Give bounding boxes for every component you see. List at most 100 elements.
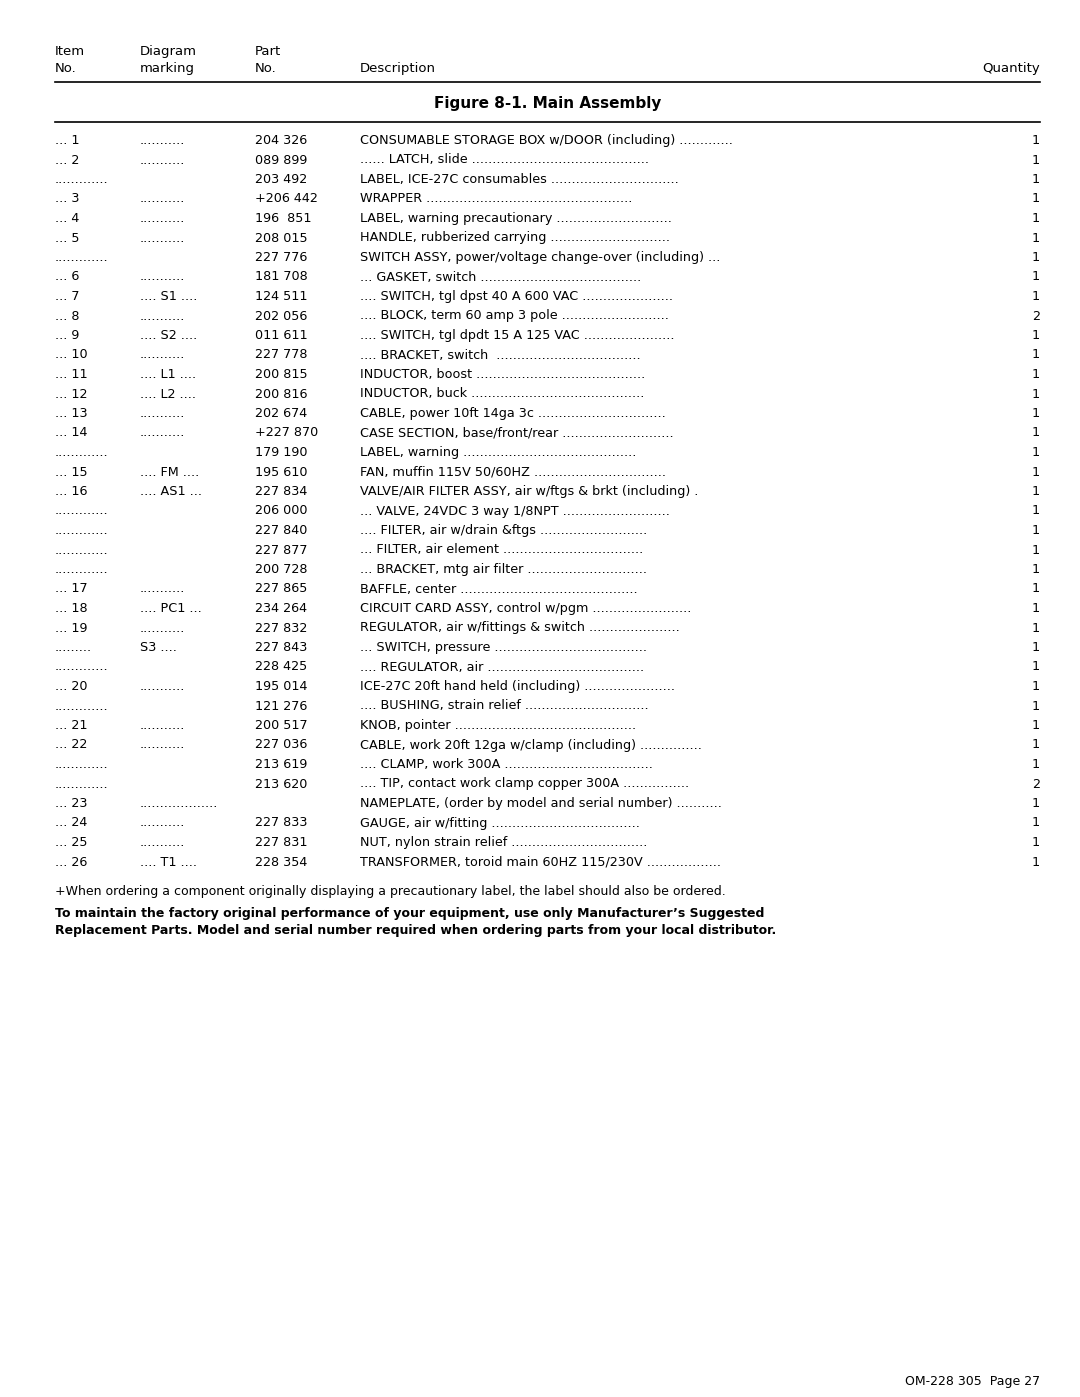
Text: ...........: ...........	[140, 310, 186, 323]
Text: 227 865: 227 865	[255, 583, 308, 595]
Text: 1: 1	[1031, 134, 1040, 147]
Text: 1: 1	[1031, 641, 1040, 654]
Text: ... 6: ... 6	[55, 271, 79, 284]
Text: .............: .............	[55, 543, 109, 556]
Text: ...........: ...........	[140, 835, 186, 849]
Text: ... 3: ... 3	[55, 193, 80, 205]
Text: 1: 1	[1031, 154, 1040, 166]
Text: ... 4: ... 4	[55, 212, 79, 225]
Text: .... T1 ....: .... T1 ....	[140, 855, 197, 869]
Text: .... REGULATOR, air ......................................: .... REGULATOR, air ....................…	[360, 661, 644, 673]
Text: 202 674: 202 674	[255, 407, 307, 420]
Text: ...........: ...........	[140, 426, 186, 440]
Text: 1: 1	[1031, 524, 1040, 536]
Text: 1: 1	[1031, 193, 1040, 205]
Text: .............: .............	[55, 446, 109, 460]
Text: ... 11: ... 11	[55, 367, 87, 381]
Text: 1: 1	[1031, 407, 1040, 420]
Text: ...... LATCH, slide ...........................................: ...... LATCH, slide ....................…	[360, 154, 649, 166]
Text: CASE SECTION, base/front/rear ...........................: CASE SECTION, base/front/rear ..........…	[360, 426, 674, 440]
Text: 1: 1	[1031, 291, 1040, 303]
Text: .............: .............	[55, 759, 109, 771]
Text: 1: 1	[1031, 330, 1040, 342]
Text: CABLE, work 20ft 12ga w/clamp (including) ...............: CABLE, work 20ft 12ga w/clamp (including…	[360, 739, 702, 752]
Text: No.: No.	[55, 61, 77, 75]
Text: 234 264: 234 264	[255, 602, 307, 615]
Text: ... 2: ... 2	[55, 154, 79, 166]
Text: 200 517: 200 517	[255, 719, 308, 732]
Text: ...........: ...........	[140, 622, 186, 634]
Text: 195 610: 195 610	[255, 465, 308, 479]
Text: ...........: ...........	[140, 583, 186, 595]
Text: ... 9: ... 9	[55, 330, 79, 342]
Text: 2: 2	[1032, 778, 1040, 791]
Text: CIRCUIT CARD ASSY, control w/pgm ........................: CIRCUIT CARD ASSY, control w/pgm .......…	[360, 602, 691, 615]
Text: marking: marking	[140, 61, 195, 75]
Text: .............: .............	[55, 173, 109, 186]
Text: ... 10: ... 10	[55, 348, 87, 362]
Text: 1: 1	[1031, 602, 1040, 615]
Text: NAMEPLATE, (order by model and serial number) ...........: NAMEPLATE, (order by model and serial nu…	[360, 798, 721, 810]
Text: ... 22: ... 22	[55, 739, 87, 752]
Text: ... SWITCH, pressure .....................................: ... SWITCH, pressure ...................…	[360, 641, 647, 654]
Text: ... 25: ... 25	[55, 835, 87, 849]
Text: ...........: ...........	[140, 232, 186, 244]
Text: 227 778: 227 778	[255, 348, 308, 362]
Text: TRANSFORMER, toroid main 60HZ 115/230V ..................: TRANSFORMER, toroid main 60HZ 115/230V .…	[360, 855, 721, 869]
Text: .............: .............	[55, 778, 109, 791]
Text: 195 014: 195 014	[255, 680, 308, 693]
Text: 1: 1	[1031, 563, 1040, 576]
Text: CABLE, power 10ft 14ga 3c ...............................: CABLE, power 10ft 14ga 3c ..............…	[360, 407, 665, 420]
Text: .........: .........	[55, 641, 92, 654]
Text: ...........: ...........	[140, 407, 186, 420]
Text: ... 8: ... 8	[55, 310, 80, 323]
Text: ...........: ...........	[140, 739, 186, 752]
Text: 203 492: 203 492	[255, 173, 307, 186]
Text: OM-228 305  Page 27: OM-228 305 Page 27	[905, 1375, 1040, 1389]
Text: LABEL, ICE-27C consumables ...............................: LABEL, ICE-27C consumables .............…	[360, 173, 678, 186]
Text: To maintain the factory original performance of your equipment, use only Manufac: To maintain the factory original perform…	[55, 907, 777, 937]
Text: .... CLAMP, work 300A ....................................: .... CLAMP, work 300A ..................…	[360, 759, 653, 771]
Text: 1: 1	[1031, 251, 1040, 264]
Text: 227 843: 227 843	[255, 641, 308, 654]
Text: SWITCH ASSY, power/voltage change-over (including) ...: SWITCH ASSY, power/voltage change-over (…	[360, 251, 720, 264]
Text: 227 834: 227 834	[255, 485, 308, 497]
Text: No.: No.	[255, 61, 276, 75]
Text: ...........: ...........	[140, 719, 186, 732]
Text: 227 832: 227 832	[255, 622, 308, 634]
Text: INDUCTOR, buck ..........................................: INDUCTOR, buck .........................…	[360, 387, 645, 401]
Text: 228 425: 228 425	[255, 661, 307, 673]
Text: 121 276: 121 276	[255, 700, 308, 712]
Text: +227 870: +227 870	[255, 426, 319, 440]
Text: 1: 1	[1031, 232, 1040, 244]
Text: .... S2 ....: .... S2 ....	[140, 330, 198, 342]
Text: .... SWITCH, tgl dpdt 15 A 125 VAC ......................: .... SWITCH, tgl dpdt 15 A 125 VAC .....…	[360, 330, 675, 342]
Text: 1: 1	[1031, 661, 1040, 673]
Text: 089 899: 089 899	[255, 154, 308, 166]
Text: ... 14: ... 14	[55, 426, 87, 440]
Text: 1: 1	[1031, 680, 1040, 693]
Text: FAN, muffin 115V 50/60HZ ................................: FAN, muffin 115V 50/60HZ ...............…	[360, 465, 666, 479]
Text: +206 442: +206 442	[255, 193, 318, 205]
Text: ... FILTER, air element ..................................: ... FILTER, air element ................…	[360, 543, 644, 556]
Text: KNOB, pointer ............................................: KNOB, pointer ..........................…	[360, 719, 636, 732]
Text: 204 326: 204 326	[255, 134, 307, 147]
Text: HANDLE, rubberized carrying .............................: HANDLE, rubberized carrying ............…	[360, 232, 670, 244]
Text: 1: 1	[1031, 173, 1040, 186]
Text: LABEL, warning precautionary ............................: LABEL, warning precautionary ...........…	[360, 212, 672, 225]
Text: ... 12: ... 12	[55, 387, 87, 401]
Text: 200 816: 200 816	[255, 387, 308, 401]
Text: 213 619: 213 619	[255, 759, 308, 771]
Text: 1: 1	[1031, 583, 1040, 595]
Text: 1: 1	[1031, 855, 1040, 869]
Text: 227 036: 227 036	[255, 739, 308, 752]
Text: ...........: ...........	[140, 154, 186, 166]
Text: ... BRACKET, mtg air filter .............................: ... BRACKET, mtg air filter ............…	[360, 563, 647, 576]
Text: ICE-27C 20ft hand held (including) ......................: ICE-27C 20ft hand held (including) .....…	[360, 680, 675, 693]
Text: 200 728: 200 728	[255, 563, 308, 576]
Text: .... L1 ....: .... L1 ....	[140, 367, 197, 381]
Text: ... 18: ... 18	[55, 602, 87, 615]
Text: Part: Part	[255, 45, 281, 59]
Text: ...........: ...........	[140, 348, 186, 362]
Text: ... VALVE, 24VDC 3 way 1/8NPT ..........................: ... VALVE, 24VDC 3 way 1/8NPT ..........…	[360, 504, 670, 517]
